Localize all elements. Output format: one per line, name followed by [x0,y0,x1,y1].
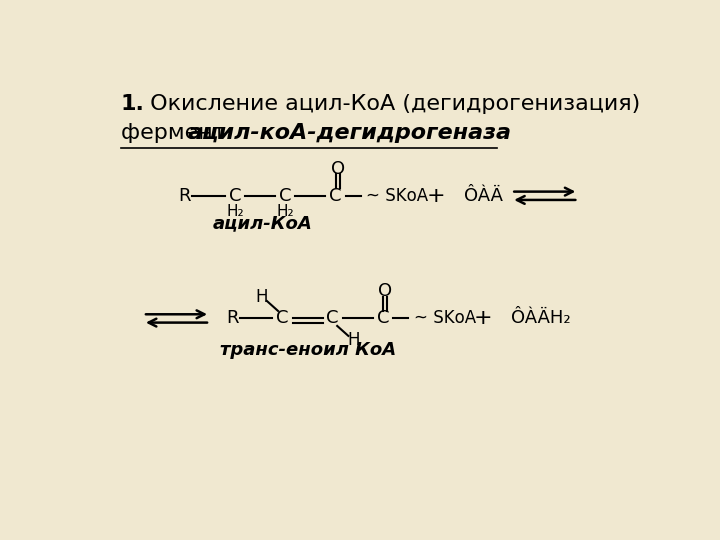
Text: фермент:: фермент: [121,123,240,143]
Text: C: C [326,309,339,327]
Text: H₂: H₂ [276,204,294,219]
Text: +: + [474,308,492,328]
Text: C: C [377,309,390,327]
Text: +: + [427,186,445,206]
Text: O: O [330,160,345,178]
Text: C: C [229,187,241,205]
Text: C: C [279,187,292,205]
Text: Окисление ацил-КоА (дегидрогенизация): Окисление ацил-КоА (дегидрогенизация) [143,94,640,114]
Text: ÔÀÄ: ÔÀÄ [464,187,503,205]
Text: H₂: H₂ [226,204,244,219]
Text: ~ SKоA: ~ SKоA [366,187,428,205]
Text: O: O [378,282,392,300]
Text: H: H [348,331,360,349]
Text: 1.: 1. [121,94,145,114]
Text: транс-еноил КоА: транс-еноил КоА [220,341,396,359]
Text: C: C [329,187,342,205]
Text: ацил-КоА: ацил-КоА [213,214,313,232]
Text: C: C [276,309,289,327]
Text: ацил-коА-дегидрогеназа: ацил-коА-дегидрогеназа [188,123,512,143]
Text: R: R [179,187,191,205]
Text: ÔÀÄH₂: ÔÀÄH₂ [511,309,571,327]
Text: H: H [255,288,268,306]
Text: ~ SKоA: ~ SKоA [414,309,476,327]
Text: R: R [226,309,238,327]
